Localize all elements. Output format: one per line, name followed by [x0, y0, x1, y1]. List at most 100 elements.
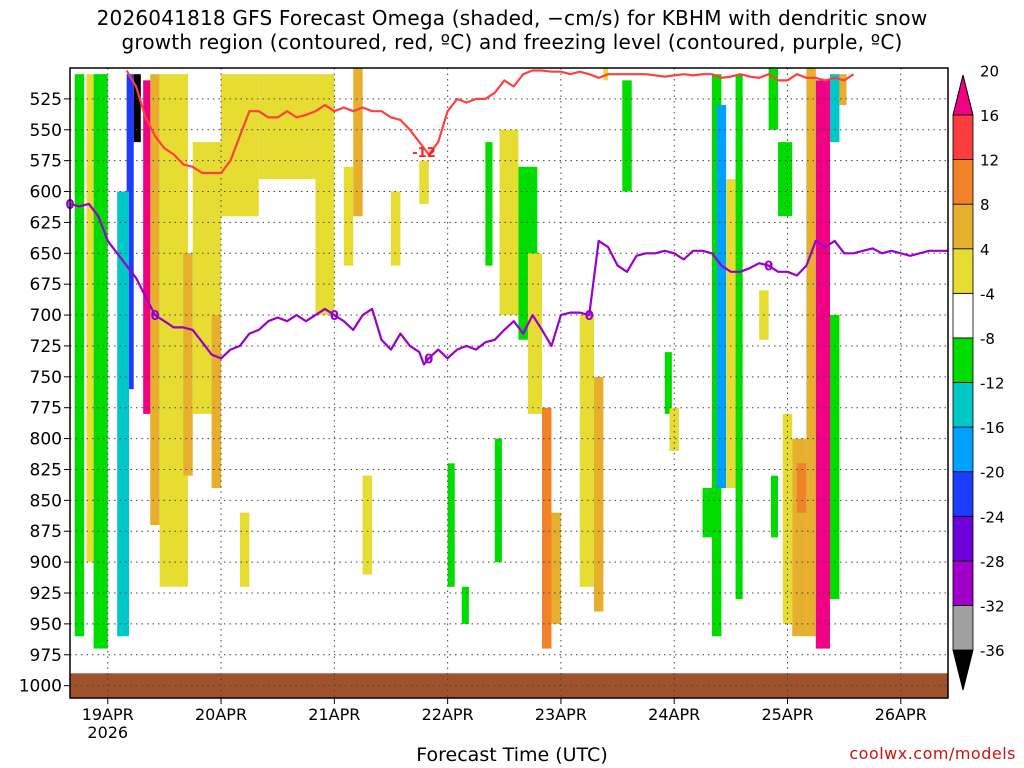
omega-region	[782, 413, 793, 624]
chart-title-line-1: 2026041818 GFS Forecast Omega (shaded, −…	[96, 6, 928, 30]
colorbar-label: 16	[980, 107, 999, 125]
x-tick-label: 19APR	[82, 705, 134, 724]
omega-region	[221, 74, 259, 217]
y-tick-label: 950	[30, 615, 62, 635]
y-tick-label: 575	[30, 152, 62, 172]
colorbar-label: -32	[980, 597, 1005, 615]
freezing-level-label: 0	[424, 352, 433, 367]
x-tick-label: 24APR	[648, 705, 700, 724]
omega-region	[593, 376, 604, 612]
x-axis-ticks: 19APR 20APR 21APR 22APR 23APR 24APR 25APR 26APR…	[82, 698, 927, 742]
x-tick-label: 22APR	[422, 705, 474, 724]
omega-region	[133, 74, 141, 143]
omega-region	[735, 74, 743, 600]
credit-text: coolwx.com/models	[849, 744, 1016, 763]
colorbar-top-arrow	[952, 74, 974, 116]
terrain-rect	[70, 673, 948, 698]
omega-region	[447, 463, 455, 587]
omega-region	[815, 80, 830, 649]
colorbar-swatch	[952, 515, 974, 562]
colorbar-bottom-arrow	[952, 649, 974, 691]
y-tick-label: 875	[30, 522, 62, 542]
y-tick-label: 775	[30, 399, 62, 419]
colorbar-label: -8	[980, 330, 995, 348]
omega-region	[768, 68, 779, 130]
freezing-level-label: 0	[150, 309, 159, 324]
dendritic-growth-label: -12	[412, 146, 436, 161]
y-tick-label: 525	[30, 90, 62, 110]
omega-region	[829, 74, 840, 143]
y-tick-label: 925	[30, 584, 62, 604]
omega-region	[353, 68, 363, 217]
omega-region	[579, 315, 594, 587]
colorbar-label: -12	[980, 375, 1005, 393]
y-tick-label: 800	[30, 430, 62, 450]
y-tick-label: 850	[30, 491, 62, 511]
omega-region	[839, 74, 847, 106]
x-tick-label: 23APR	[535, 705, 587, 724]
colorbar-label: -28	[980, 553, 1005, 571]
omega-region	[770, 475, 779, 538]
x-tick-label: 20APR	[195, 705, 247, 724]
colorbar-label: 12	[980, 152, 999, 170]
y-tick-label: 650	[30, 244, 62, 264]
x-tick-label: 25APR	[761, 705, 813, 724]
plot-border	[69, 67, 949, 699]
colorbar-label: 8	[980, 196, 990, 214]
omega-region	[551, 512, 561, 624]
colorbar-swatch	[952, 159, 974, 205]
omega-region	[485, 142, 493, 266]
x-year-label: 2026	[87, 723, 128, 742]
freezing-level-label: 0	[330, 309, 339, 324]
omega-region	[622, 80, 632, 192]
y-tick-label: 975	[30, 646, 62, 666]
omega-region	[183, 253, 193, 476]
colorbar-label: 4	[980, 241, 990, 259]
omega-region	[86, 74, 94, 563]
y-tick-label: 750	[30, 368, 62, 388]
colorbar: -36 -32 -28 -24 -20 -16 -12 -8 -4 4 8 12 16 20	[952, 62, 1005, 691]
y-tick-label: 900	[30, 553, 62, 573]
omega-region	[664, 352, 672, 414]
x-tick-label: 26APR	[875, 705, 927, 724]
omega-region	[343, 166, 354, 266]
colorbar-label: -20	[980, 464, 1005, 482]
omega-region	[702, 488, 712, 538]
omega-region	[806, 68, 816, 637]
colorbar-swatch	[952, 292, 974, 339]
terrain-fill	[70, 673, 948, 698]
y-tick-label: 550	[30, 121, 62, 141]
colorbar-swatch	[952, 605, 974, 651]
y-tick-label: 700	[30, 306, 62, 326]
omega-region	[494, 438, 502, 563]
omega-region	[93, 74, 108, 649]
colorbar-swatch	[952, 471, 974, 517]
y-axis-ticks: 525 550 575 600 625 650 675 700 725 750 775 800 825 8…	[19, 90, 70, 697]
plot-frame	[69, 67, 949, 699]
omega-region	[829, 315, 840, 600]
x-axis-title: Forecast Time (UTC)	[416, 744, 608, 766]
omega-region	[74, 74, 85, 637]
y-tick-label: 600	[30, 183, 62, 203]
chart-title: 2026041818 GFS Forecast Omega (shaded, −…	[0, 6, 1024, 54]
omega-region	[542, 407, 552, 649]
contour-freezing-level	[69, 202, 948, 366]
omega-region	[669, 407, 679, 451]
omega-region	[419, 160, 429, 204]
omega-region	[258, 74, 316, 180]
colorbar-swatch	[952, 560, 974, 606]
colorbar-label: -36	[980, 642, 1005, 660]
colorbar-swatch	[952, 248, 974, 294]
colorbar-swatch	[952, 203, 974, 250]
freezing-level-label: 0	[585, 309, 594, 324]
colorbar-label: -24	[980, 508, 1005, 526]
colorbar-label: -4	[980, 285, 995, 303]
omega-region	[211, 315, 222, 488]
colorbar-swatch	[952, 337, 974, 383]
omega-region	[461, 586, 469, 624]
y-tick-label: 725	[30, 337, 62, 357]
chart-title-line-2: growth region (contoured, red, ºC) and f…	[121, 30, 903, 54]
colorbar-swatch	[952, 426, 974, 473]
colorbar-label: 20	[980, 62, 999, 80]
